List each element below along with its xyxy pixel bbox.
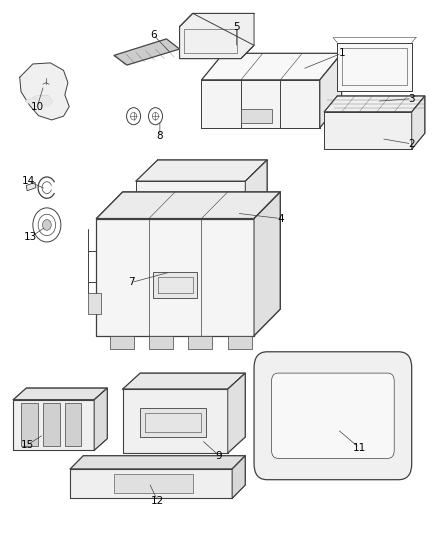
FancyBboxPatch shape: [254, 352, 412, 480]
Polygon shape: [188, 336, 212, 349]
Text: 7: 7: [128, 278, 135, 287]
Polygon shape: [228, 373, 245, 453]
FancyBboxPatch shape: [272, 373, 394, 458]
Polygon shape: [136, 160, 267, 181]
Polygon shape: [26, 182, 36, 191]
Polygon shape: [320, 53, 342, 128]
Polygon shape: [149, 336, 173, 349]
Text: 12: 12: [151, 496, 164, 506]
Text: 4: 4: [277, 214, 284, 223]
Polygon shape: [13, 388, 107, 400]
Polygon shape: [140, 408, 206, 437]
Text: 5: 5: [233, 22, 240, 31]
Polygon shape: [180, 13, 254, 59]
Polygon shape: [13, 400, 94, 450]
Polygon shape: [21, 403, 38, 446]
Polygon shape: [228, 336, 252, 349]
Polygon shape: [324, 112, 412, 149]
Polygon shape: [110, 336, 134, 349]
Text: 11: 11: [353, 443, 366, 453]
Polygon shape: [201, 80, 320, 128]
Text: 3: 3: [408, 94, 415, 103]
Polygon shape: [20, 63, 69, 120]
Polygon shape: [65, 403, 81, 446]
Polygon shape: [70, 456, 245, 469]
Text: 2: 2: [408, 139, 415, 149]
Polygon shape: [245, 160, 267, 213]
Polygon shape: [94, 388, 107, 450]
Polygon shape: [412, 96, 425, 149]
Polygon shape: [232, 456, 245, 498]
Circle shape: [42, 220, 51, 230]
Text: 10: 10: [31, 102, 44, 111]
Polygon shape: [114, 39, 180, 65]
Polygon shape: [114, 474, 193, 493]
Polygon shape: [337, 43, 412, 91]
Polygon shape: [254, 192, 280, 336]
Polygon shape: [201, 53, 342, 80]
Polygon shape: [96, 192, 280, 219]
Polygon shape: [136, 181, 245, 213]
Text: 15: 15: [21, 440, 34, 450]
Polygon shape: [324, 96, 425, 112]
Polygon shape: [25, 96, 53, 107]
Text: 8: 8: [156, 131, 163, 141]
Polygon shape: [123, 389, 228, 453]
Text: 14: 14: [22, 176, 35, 186]
Text: 6: 6: [150, 30, 157, 39]
Text: 13: 13: [24, 232, 37, 242]
Polygon shape: [241, 109, 272, 123]
Text: 9: 9: [215, 451, 223, 461]
Polygon shape: [123, 373, 245, 389]
Polygon shape: [70, 469, 232, 498]
Polygon shape: [96, 219, 254, 336]
Polygon shape: [43, 403, 60, 446]
Polygon shape: [153, 272, 197, 298]
Text: 1: 1: [338, 49, 345, 58]
Polygon shape: [88, 293, 101, 314]
